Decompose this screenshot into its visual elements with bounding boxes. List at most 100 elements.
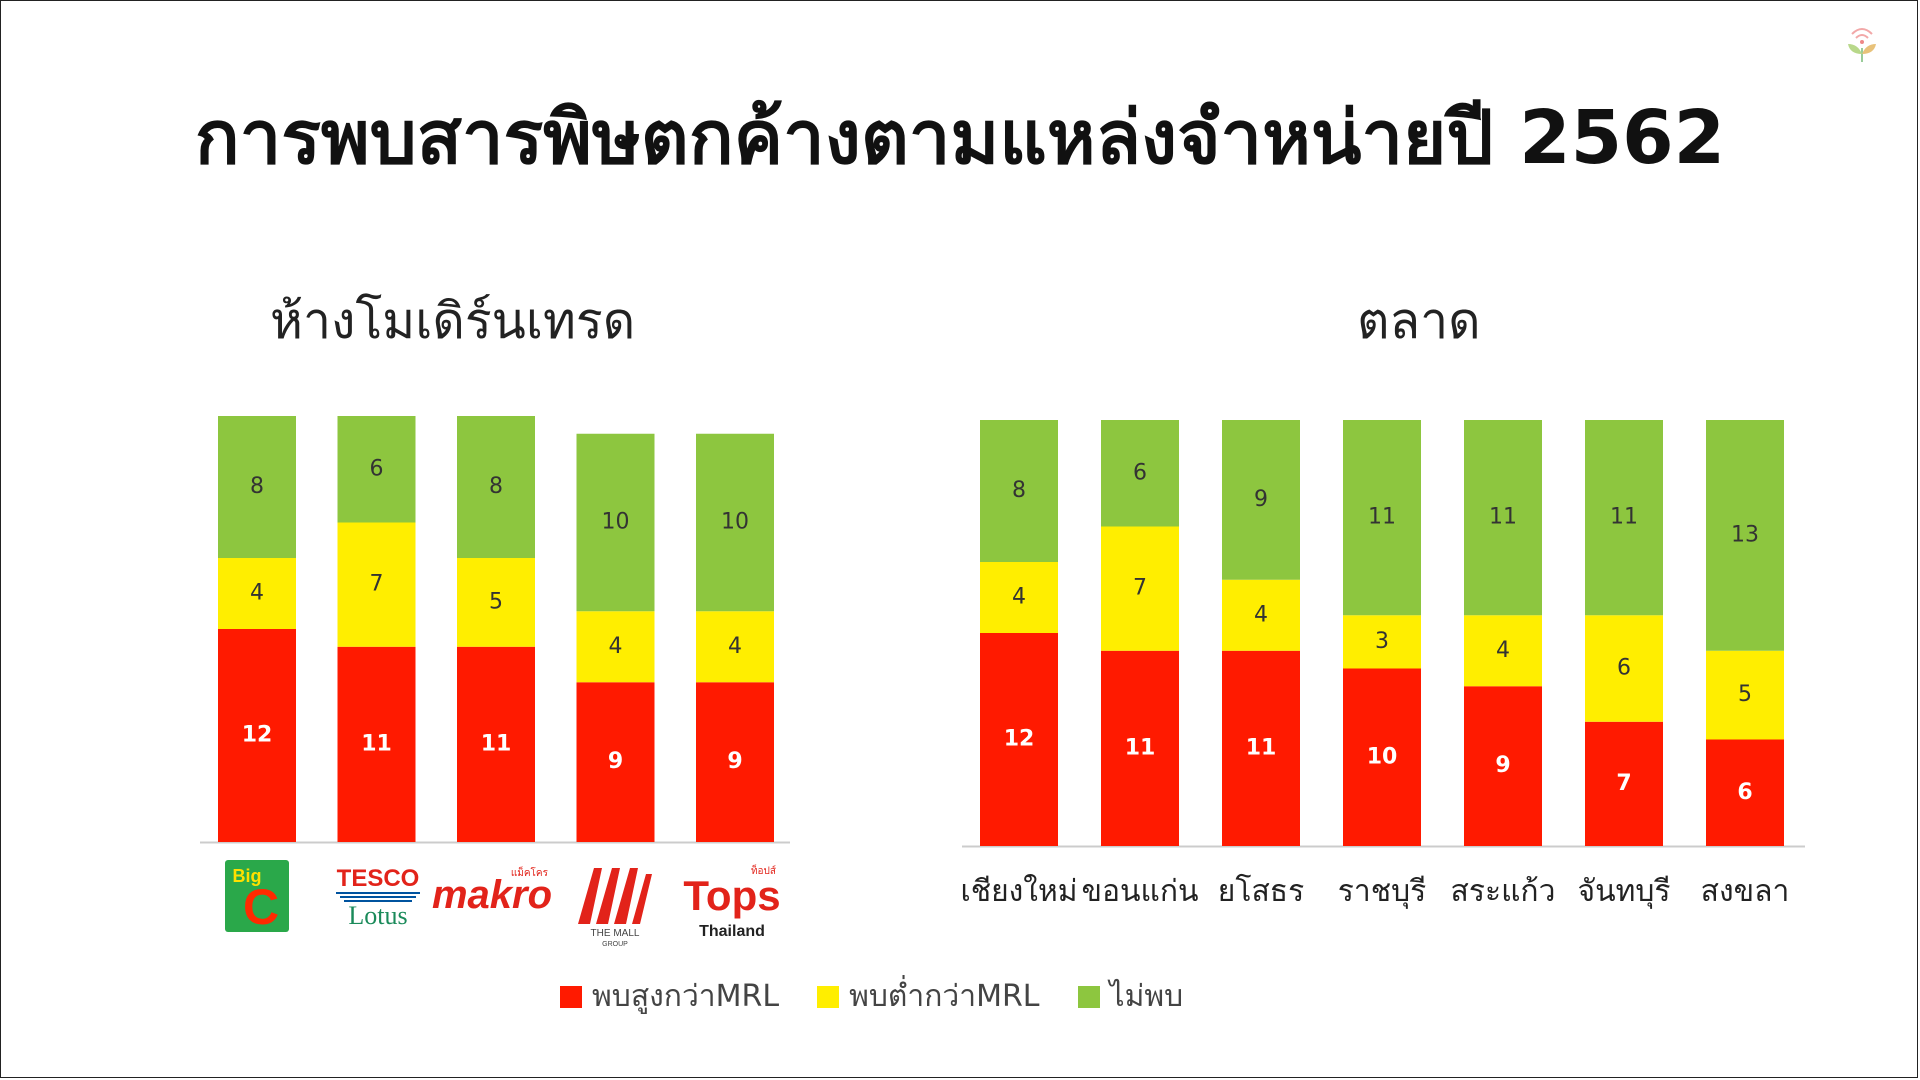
tops-logo-text-2: Thailand	[699, 923, 765, 940]
legend: พบสูงกว่าMRL พบต่ำกว่าMRL ไม่พบ	[560, 973, 1183, 1020]
legend-swatch-green	[1077, 985, 1100, 1008]
data-label-none: 10	[721, 510, 749, 535]
category-label: สระแก้ว	[1450, 874, 1556, 909]
bigc-logo: Big C	[225, 860, 289, 935]
data-label-none: 13	[1731, 522, 1759, 547]
tops-logo-graphic: ท็อปส์ Tops Thailand	[683, 863, 780, 940]
bar-segment-low	[337, 522, 416, 647]
data-label-none: 9	[1254, 487, 1268, 512]
data-label-high: 9	[608, 749, 623, 774]
tesco-lotus-logo: TESCO Lotus	[328, 860, 428, 930]
bar-segment-low	[1706, 650, 1784, 740]
legend-swatch-red	[560, 985, 582, 1008]
bar-segment-low	[457, 558, 535, 647]
category-label: ขอนแก่น	[1081, 874, 1199, 909]
bar-segment-high	[1222, 650, 1300, 846]
data-label-high: 10	[1367, 744, 1398, 769]
data-label-high: 11	[481, 731, 512, 756]
tops-logo-small: ท็อปส์	[751, 863, 776, 877]
bar-segment-none	[1585, 420, 1663, 616]
data-label-low: 4	[1496, 638, 1510, 663]
data-label-low: 4	[250, 581, 264, 606]
category-label: เชียงใหม่	[960, 874, 1078, 909]
bar-segment-low	[1101, 526, 1179, 651]
bigc-logo-text-1: Big	[233, 866, 262, 886]
data-label-high: 12	[242, 723, 273, 748]
tops-logo: ท็อปส์ Tops Thailand	[682, 860, 782, 942]
bar-segment-low	[696, 611, 774, 683]
bar-segment-high	[337, 646, 416, 842]
makro-logo-graphic: แม็คโคร makro	[432, 865, 552, 917]
mall-logo-graphic: THE MALL GROUP	[578, 868, 652, 948]
bar-segment-high	[576, 682, 655, 842]
legend-swatch-yellow	[817, 985, 840, 1008]
tesco-logo-graphic: TESCO Lotus	[336, 865, 420, 930]
bar-segment-low	[980, 562, 1058, 633]
data-label-none: 11	[1489, 505, 1517, 530]
makro-logo-text: makro	[432, 873, 552, 917]
tesco-logo-text-1: TESCO	[337, 865, 420, 892]
data-label-low: 6	[1617, 656, 1631, 681]
data-label-high: 11	[1246, 735, 1277, 760]
bigc-logo-text-2: C	[243, 879, 279, 932]
bar-segment-high	[457, 646, 535, 842]
data-label-high: 9	[1495, 753, 1510, 778]
data-label-none: 11	[1610, 505, 1638, 530]
bar-segment-high	[1706, 739, 1784, 846]
bar-segment-low	[218, 558, 296, 629]
the-mall-logo: THE MALL GROUP	[572, 860, 658, 948]
data-label-none: 6	[1133, 460, 1147, 485]
makro-logo: แม็คโคร makro	[430, 860, 555, 920]
data-label-high: 12	[1004, 727, 1035, 752]
data-label-low: 5	[489, 589, 503, 614]
legend-item-none: ไม่พบ	[1077, 973, 1184, 1020]
chart-title-modern-trade: ห้างโมเดิร์นเทรด	[270, 292, 636, 350]
data-label-none: 8	[489, 474, 503, 499]
data-label-low: 4	[1012, 585, 1026, 610]
bar-segment-low	[1464, 615, 1542, 687]
bar-segment-none	[696, 433, 774, 612]
data-label-none: 8	[250, 474, 264, 499]
data-label-high: 11	[1125, 735, 1156, 760]
bar-segment-high	[1585, 721, 1663, 846]
data-label-low: 7	[1133, 576, 1147, 601]
legend-item-low: พบต่ำกว่าMRL	[817, 973, 1040, 1020]
bar-segment-none	[218, 416, 296, 558]
category-label: ราชบุรี	[1337, 874, 1427, 909]
legend-item-high: พบสูงกว่าMRL	[560, 973, 779, 1020]
bar-segment-low	[576, 611, 655, 683]
tops-logo-text-1: Tops	[683, 872, 780, 919]
bar-segment-low	[1222, 579, 1300, 651]
category-label: สงขลา	[1700, 874, 1790, 909]
bar-segment-high	[980, 633, 1058, 846]
bar-segment-none	[1222, 420, 1300, 580]
category-label: จันทบุรี	[1577, 874, 1671, 909]
data-label-low: 4	[728, 634, 742, 659]
slide-title: การพบสารพิษตกค้างตามแหล่งจำหน่ายปี 2562	[194, 95, 1726, 181]
data-label-none: 10	[602, 510, 630, 535]
bar-segment-none	[1343, 420, 1421, 616]
mall-logo-text-2: GROUP	[602, 941, 628, 948]
bar-segment-high	[1343, 668, 1421, 846]
tesco-logo-text-2: Lotus	[348, 901, 407, 930]
bar-segment-none	[576, 433, 655, 612]
bar-segment-none	[457, 416, 535, 558]
bar-segment-none	[1101, 420, 1179, 527]
data-label-low: 5	[1738, 682, 1752, 707]
data-label-none: 11	[1368, 505, 1396, 530]
legend-label-none: ไม่พบ	[1109, 979, 1184, 1014]
bigc-logo-graphic: Big C	[233, 866, 280, 935]
bar-segment-high	[696, 682, 774, 842]
data-label-high: 7	[1616, 771, 1631, 796]
bar-segment-none	[1464, 420, 1542, 616]
bar-segment-none	[337, 416, 416, 523]
data-label-low: 4	[609, 634, 623, 659]
bar-segment-low	[1343, 615, 1421, 669]
data-label-high: 9	[727, 749, 742, 774]
data-label-low: 4	[1254, 602, 1268, 627]
bar-segment-high	[1464, 686, 1542, 846]
data-label-none: 6	[370, 456, 384, 481]
bar-segment-high	[1101, 650, 1179, 846]
